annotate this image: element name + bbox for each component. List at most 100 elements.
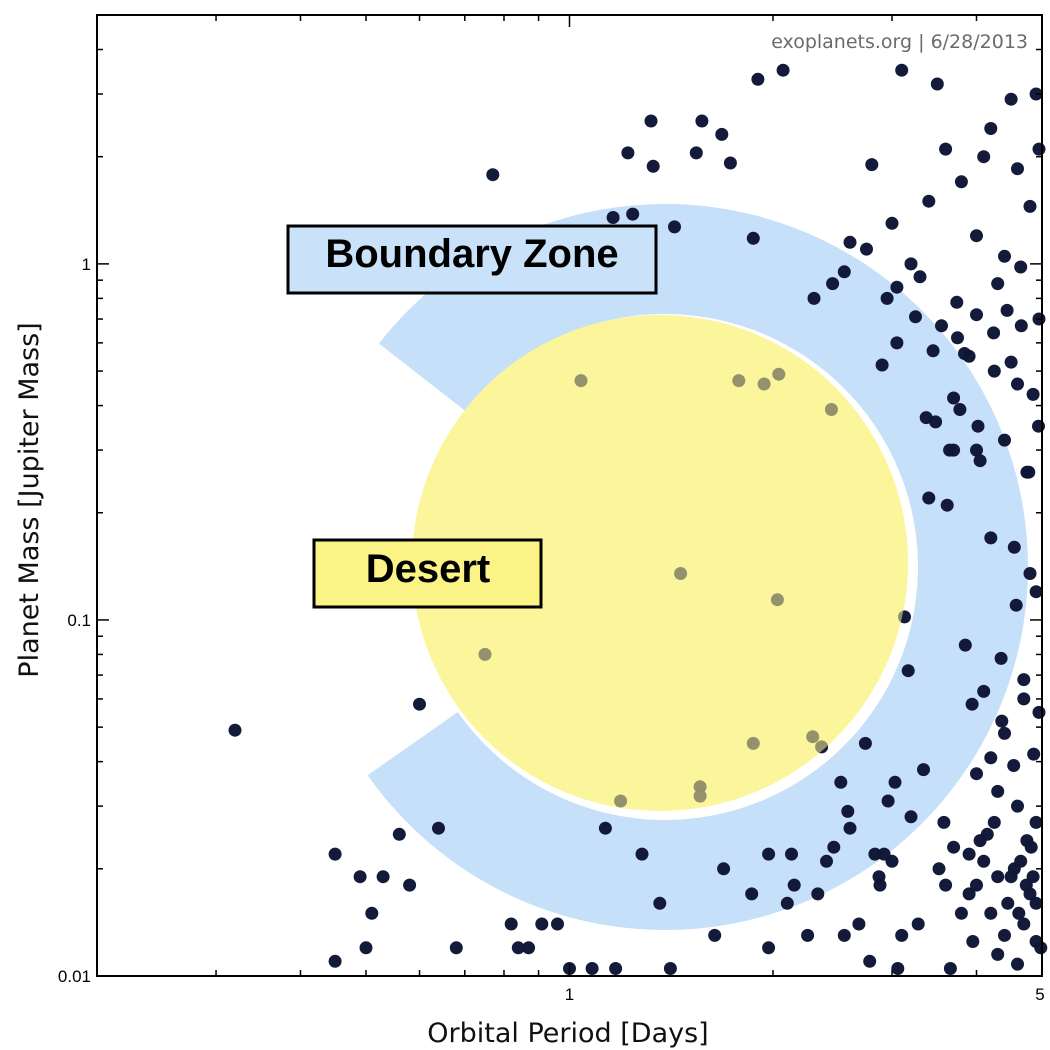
planet-point	[951, 331, 964, 345]
planet-point	[1011, 162, 1024, 176]
planet-point	[904, 810, 918, 824]
planet-point	[868, 847, 882, 861]
planet-point	[715, 127, 729, 141]
planet-point	[991, 870, 1005, 884]
planet-point	[977, 854, 991, 868]
planet-point	[1020, 465, 1034, 479]
planet-point	[904, 257, 918, 271]
planet-point	[962, 349, 976, 363]
planet-point	[668, 220, 681, 234]
planet-point	[998, 928, 1011, 942]
planet-point	[827, 840, 841, 854]
planet-point	[646, 159, 660, 173]
planet-point	[708, 928, 722, 942]
x-tick-label: 1	[565, 985, 574, 1004]
planet-point	[837, 265, 851, 279]
planet-point	[895, 63, 909, 77]
planet-point	[1026, 870, 1040, 884]
planet-point	[635, 847, 649, 861]
planet-point	[843, 235, 857, 249]
planet-point	[970, 229, 983, 243]
planet-point	[909, 310, 922, 324]
planet-point	[947, 840, 961, 854]
planet-point	[834, 775, 848, 789]
planet-point	[745, 887, 759, 901]
planet-point	[922, 194, 936, 208]
planet-point	[1014, 854, 1028, 868]
planet-point	[962, 887, 976, 901]
y-tick-label: 0.01	[58, 967, 91, 986]
desert-label: Desert	[366, 547, 491, 591]
planet-point	[947, 391, 961, 405]
planet-point	[820, 854, 833, 868]
planet-point	[1032, 142, 1046, 156]
planet-point	[353, 870, 367, 884]
planet-point	[966, 935, 980, 948]
planet-point	[888, 775, 902, 789]
planet-point	[1023, 199, 1037, 213]
planet-point	[413, 697, 426, 711]
planet-point	[1029, 585, 1043, 599]
planet-point	[994, 651, 1008, 665]
planet-point	[837, 928, 851, 942]
boundary-zone-label-box: Boundary Zone	[286, 224, 658, 295]
planet-point	[890, 336, 904, 350]
planet-point	[365, 906, 379, 920]
planet-point	[1000, 303, 1014, 317]
planet-point	[689, 146, 703, 160]
x-axis-title: Orbital Period [Days]	[427, 1018, 708, 1049]
planet-point	[917, 763, 930, 777]
planet-point	[885, 854, 899, 868]
planet-point	[987, 364, 1001, 378]
planet-point	[890, 280, 904, 294]
planet-point	[1026, 387, 1040, 401]
planet-point	[376, 870, 390, 884]
planet-point	[998, 433, 1011, 447]
planet-point	[913, 270, 927, 284]
planet-point	[432, 821, 445, 835]
planet-point	[1027, 747, 1041, 761]
axis-ticks	[96, 14, 1043, 977]
planet-point	[621, 146, 635, 160]
planet-point	[977, 684, 991, 698]
planet-point	[991, 784, 1005, 798]
planet-point	[958, 638, 972, 652]
planet-point	[522, 941, 536, 955]
planet-point	[1020, 834, 1034, 848]
x-tick-label: 5	[1035, 985, 1044, 1004]
planet-point	[1014, 260, 1028, 274]
planet-point	[807, 291, 821, 305]
planet-point	[954, 906, 968, 920]
planet-point	[977, 150, 991, 164]
planet-point	[1007, 540, 1021, 554]
planet-point	[965, 697, 979, 711]
planet-point	[653, 896, 667, 910]
y-tick-label: 0.1	[67, 611, 91, 630]
planet-point	[895, 928, 909, 942]
planet-point	[939, 878, 953, 892]
planet-point	[511, 941, 525, 955]
planet-point	[984, 751, 998, 765]
y-axis-title: Planet Mass [Jupiter Mass]	[14, 322, 45, 677]
planet-point	[922, 491, 936, 505]
planet-point	[875, 358, 889, 372]
planet-point	[723, 156, 737, 170]
planet-point	[1032, 705, 1046, 719]
planet-point	[551, 917, 564, 931]
planet-point	[885, 216, 899, 230]
planet-point	[626, 207, 640, 221]
planet-point	[860, 242, 873, 256]
planet-point	[1023, 887, 1037, 901]
planet-point	[970, 308, 983, 322]
desert-label-box: Desert	[312, 538, 543, 609]
planet-point	[943, 962, 957, 975]
planet-point	[762, 941, 776, 955]
planet-point	[937, 815, 951, 829]
data-points	[228, 63, 1048, 975]
planet-point	[939, 142, 953, 156]
planet-point	[891, 962, 905, 975]
planet-point	[935, 319, 948, 333]
planet-point	[971, 419, 985, 433]
planet-point	[403, 878, 417, 892]
planet-point	[776, 63, 790, 77]
